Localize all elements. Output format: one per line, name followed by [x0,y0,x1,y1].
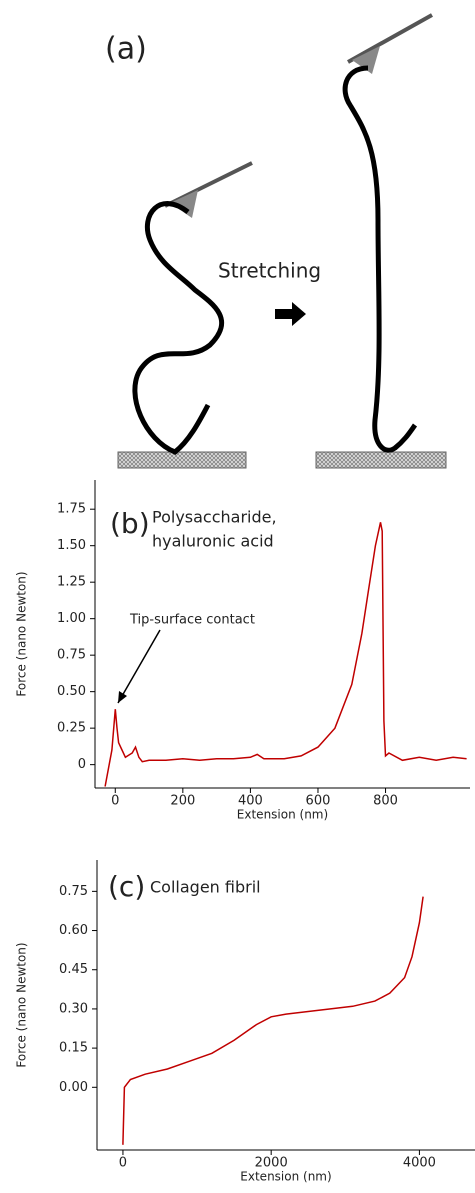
cantilever [347,13,433,64]
y-tick-label: 0.75 [57,648,86,663]
substrate [315,451,447,469]
y-tick-label: 0.30 [59,1001,88,1016]
arrow [275,302,306,326]
tip [352,46,380,74]
polymer [342,65,418,453]
x-tick-label: 400 [238,794,263,809]
y-tick-label: 0.50 [57,684,86,699]
x-tick-label: 2000 [255,1156,288,1171]
tip [170,190,198,218]
y-tick-label: 1.50 [57,538,86,553]
y-tick-label: 0.15 [59,1041,88,1056]
x-axis-label: Extension (nm) [240,1170,331,1184]
y-tick-label: 0.75 [59,884,88,899]
x-tick-label: 4000 [403,1156,436,1171]
y-tick-label: 0.25 [57,721,86,736]
diagram: (a) Stretching [105,13,447,469]
y-tick-label: 0.00 [59,1080,88,1095]
substrate [117,451,247,469]
annotation: hyaluronic acid [152,532,274,551]
x-tick-label: 800 [373,794,398,809]
y-tick-label: 1.00 [57,611,86,626]
x-tick-label: 600 [306,794,331,809]
x-tick-label: 0 [119,1156,127,1171]
x-tick-label: 200 [170,794,195,809]
y-axis-label: Force (nano Newton) [15,571,29,696]
annotation: Collagen fibril [150,878,261,897]
y-tick-label: 0.60 [59,923,88,938]
y-tick-label: 1.25 [57,575,86,590]
x-tick-label: 0 [111,794,119,809]
y-tick-label: 1.75 [57,502,86,517]
y-axis-label: Force (nano Newton) [15,942,29,1067]
panel-label: (b) [110,507,150,540]
annotation: Polysaccharide, [152,508,277,527]
polymer [132,201,225,455]
annotation: Tip-surface contact [129,613,255,628]
annotation-arrow [117,629,161,704]
y-tick-label: 0.45 [59,962,88,977]
panel-label: (a) [105,32,147,67]
y-tick-label: 0 [78,757,86,772]
data-line [104,522,467,787]
panel-label: (c) [108,870,145,903]
arrow-label: Stretching [218,259,321,283]
x-axis-label: Extension (nm) [237,808,328,822]
data-line [122,896,424,1145]
arrow-head [118,691,127,703]
